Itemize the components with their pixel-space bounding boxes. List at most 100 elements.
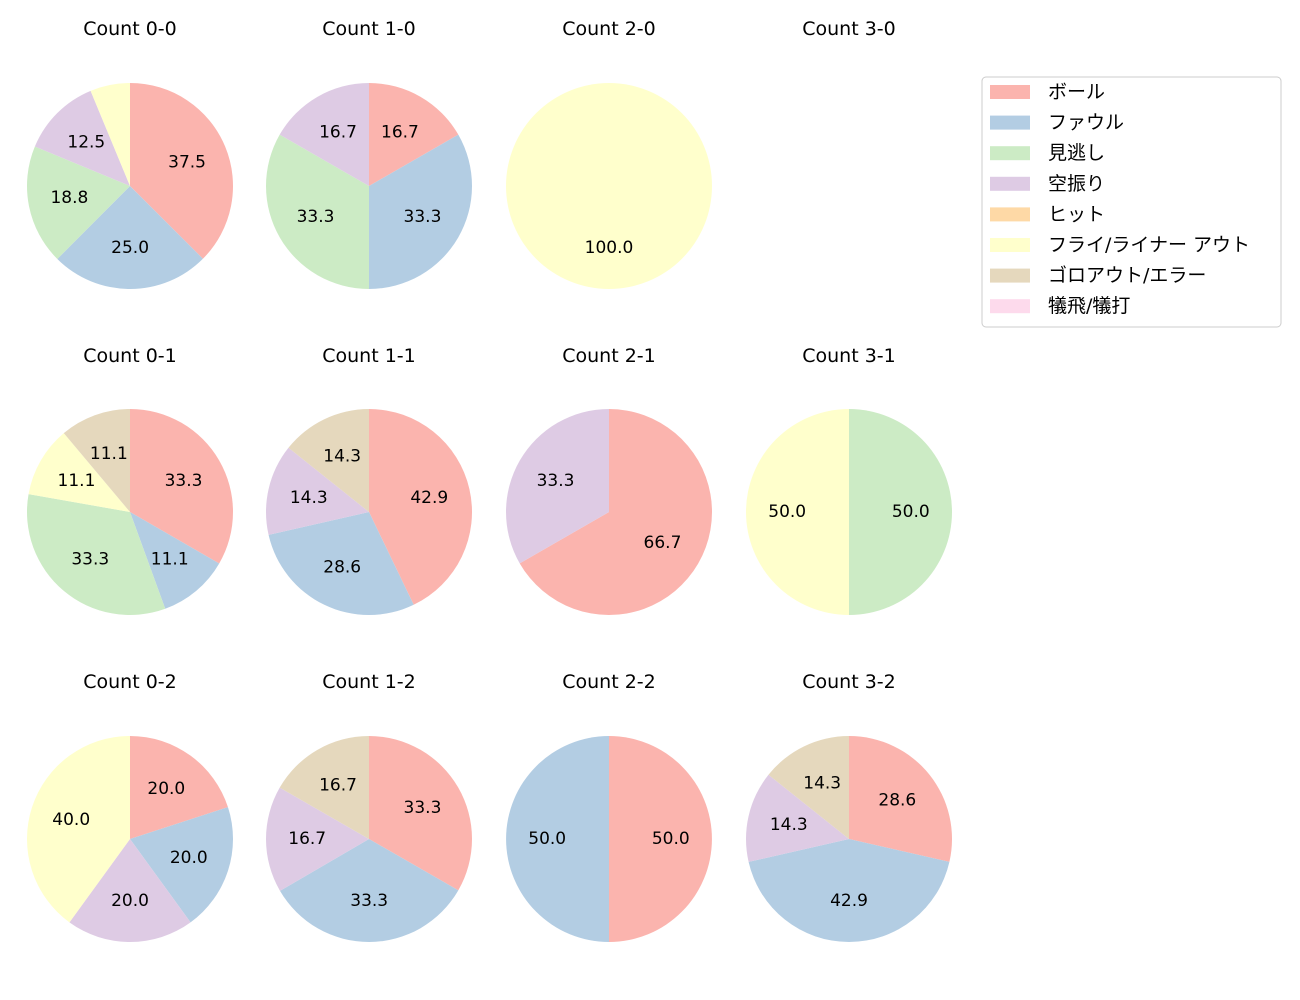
- legend-label: ヒット: [1048, 203, 1105, 225]
- pie-title: Count 2-0: [562, 18, 656, 40]
- slice-label: 33.3: [165, 471, 203, 491]
- pie-slice: [130, 736, 228, 839]
- legend-label: ボール: [1048, 81, 1105, 103]
- legend-label: 犠飛/犠打: [1048, 295, 1130, 317]
- slice-label: 33.3: [537, 471, 575, 491]
- pie-slice: [746, 774, 849, 862]
- pie-slice: [90, 83, 130, 186]
- slice-label: 50.0: [528, 829, 566, 849]
- legend-swatch: [990, 299, 1030, 314]
- pie-slice: [369, 83, 459, 186]
- pie-slice: [130, 512, 220, 609]
- slice-label: 33.3: [297, 207, 335, 227]
- pie-slice: [768, 736, 849, 839]
- legend-swatch: [990, 146, 1030, 161]
- pie-title: Count 3-2: [802, 671, 896, 693]
- pie-slice: [69, 839, 191, 942]
- pie-count-3-2: Count 3-2 28.6 42.9 14.3 14.3: [746, 671, 952, 943]
- pie-title: Count 2-2: [562, 671, 656, 693]
- pie-slice: [369, 134, 472, 289]
- slice-label: 50.0: [892, 502, 930, 522]
- pie-title: Count 2-1: [562, 345, 656, 367]
- pie-slice: [27, 736, 130, 923]
- pie-count-2-0: Count 2-0 100.0: [506, 18, 712, 289]
- slice-label: 11.1: [58, 471, 96, 491]
- pie-slice: [849, 409, 952, 615]
- pie-count-2-2: Count 2-2 50.0 50.0: [506, 671, 712, 942]
- slice-label: 18.8: [50, 188, 88, 208]
- pie-slice: [130, 83, 234, 259]
- slice-label: 33.3: [404, 798, 442, 818]
- pie-slice: [279, 83, 369, 186]
- pie-slice: [26, 494, 166, 615]
- pie-slice: [130, 807, 234, 923]
- pie-slice: [519, 409, 712, 615]
- legend-swatch: [990, 85, 1030, 99]
- slice-label: 11.1: [151, 549, 189, 569]
- slice-label: 33.3: [404, 207, 442, 227]
- pie-slice: [265, 447, 369, 535]
- pie-count-2-1: Count 2-1 66.7 33.3: [506, 345, 712, 615]
- legend-swatch: [990, 238, 1030, 252]
- pie-count-1-2: Count 1-2 33.3 33.3 16.7 16.7: [266, 671, 472, 942]
- pie-title: Count 0-2: [83, 671, 177, 693]
- slice-label: 40.0: [52, 810, 90, 830]
- legend-label: 見逃し: [1048, 142, 1105, 164]
- slice-label: 16.7: [288, 829, 326, 849]
- slice-label: 28.6: [878, 790, 916, 810]
- pie-slice: [609, 736, 712, 942]
- legend-label: ゴロアウト/エラー: [1048, 265, 1206, 287]
- pie-slice: [28, 433, 130, 512]
- slice-label: 25.0: [111, 238, 149, 258]
- slice-label: 33.3: [350, 891, 388, 911]
- pie-count-0-1: Count 0-1 33.3 11.1 33.3 11.1 11.1: [26, 345, 233, 615]
- legend-label: 空振り: [1048, 173, 1105, 195]
- slice-label: 28.6: [323, 558, 361, 578]
- pie-slice: [130, 409, 233, 564]
- pie-slice: [26, 146, 130, 259]
- pie-slice: [288, 409, 369, 512]
- legend-swatch: [990, 268, 1030, 283]
- legend-swatch: [990, 176, 1030, 191]
- pie-slice: [268, 512, 414, 615]
- pie-slice: [506, 736, 609, 942]
- legend-swatch: [990, 115, 1030, 130]
- pie-title: Count 0-0: [83, 18, 177, 40]
- slice-label: 33.3: [71, 549, 109, 569]
- pie-slice: [369, 736, 472, 891]
- pie-count-0-2: Count 0-2 20.0 20.0 20.0 40.0: [27, 671, 234, 942]
- pie-slice: [34, 90, 130, 186]
- pie-slice: [266, 787, 369, 891]
- slice-label: 50.0: [652, 829, 690, 849]
- legend-label: フライ/ライナー アウト: [1048, 234, 1250, 256]
- pie-title: Count 3-0: [802, 18, 896, 40]
- slice-label: 14.3: [803, 773, 841, 793]
- pie-title: Count 0-1: [83, 345, 177, 367]
- slice-label: 16.7: [381, 123, 419, 143]
- slice-label: 100.0: [585, 238, 634, 258]
- pie-title: Count 1-1: [322, 345, 416, 367]
- slice-label: 20.0: [170, 848, 208, 868]
- slice-label: 16.7: [319, 776, 357, 796]
- slice-label: 11.1: [90, 444, 128, 464]
- pie-slice: [506, 83, 712, 289]
- pie-slice: [265, 134, 369, 289]
- slice-label: 16.7: [319, 123, 357, 143]
- slice-label: 66.7: [644, 533, 682, 553]
- legend-swatch: [990, 207, 1030, 222]
- pie-count-3-1: Count 3-1 50.0 50.0: [746, 345, 952, 615]
- slice-label: 42.9: [830, 891, 868, 911]
- slice-label: 42.9: [410, 488, 448, 508]
- slice-label: 14.3: [290, 488, 328, 508]
- legend-label: ファウル: [1048, 112, 1124, 134]
- pie-title: Count 1-2: [322, 671, 416, 693]
- slice-label: 14.3: [323, 446, 361, 466]
- pie-slice: [279, 736, 369, 839]
- slice-label: 12.5: [67, 132, 105, 152]
- pie-slice: [63, 409, 130, 512]
- pie-slice: [748, 839, 950, 943]
- pie-slice: [369, 409, 473, 605]
- pie-count-0-0: Count 0-0 37.5 25.0 18.8 12.5: [26, 18, 234, 290]
